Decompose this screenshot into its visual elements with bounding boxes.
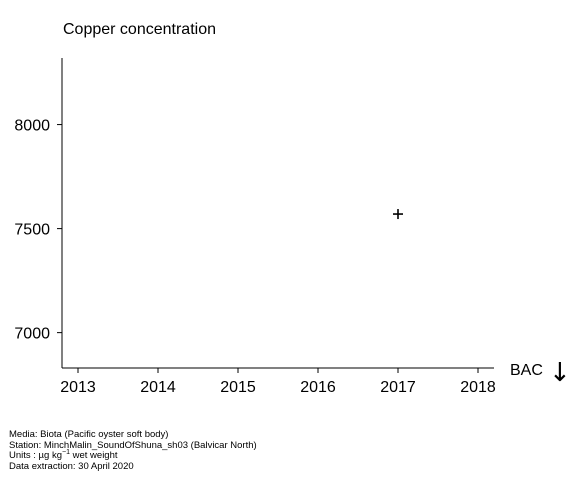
x-tick-label: 2014: [140, 379, 176, 396]
units-exponent: −1: [62, 449, 70, 456]
y-tick-label: 7500: [14, 222, 50, 239]
x-tick-label: 2018: [460, 379, 496, 396]
units-suffix: wet weight: [69, 450, 118, 461]
assessment-arrow-icon: ↓: [549, 358, 571, 388]
x-tick-label: 2016: [300, 379, 336, 396]
units-prefix: Units : µg kg: [9, 450, 62, 461]
footer-units: Units : µg kg−1 wet weight: [9, 449, 257, 462]
x-tick-label: 2017: [380, 379, 416, 396]
footer-extraction: Data extraction: 30 April 2020: [9, 460, 134, 472]
assessment-label: BAC: [510, 362, 543, 379]
data-point: [393, 209, 403, 220]
axes: 2013 2014 2015 2016 2017 2018 7000 7500 8000: [14, 58, 496, 396]
x-tick-label: 2015: [220, 379, 256, 396]
x-tick-label: 2013: [60, 379, 96, 396]
data-points: [393, 209, 403, 220]
footer: Media: Biota (Pacific oyster soft body) …: [9, 429, 257, 472]
footer-station: Station: MinchMalin_SoundOfShuna_sh03 (B…: [9, 439, 257, 451]
y-tick-label: 7000: [14, 326, 50, 343]
y-tick-label: 8000: [14, 118, 50, 135]
chart-title: Copper concentration: [63, 21, 216, 38]
footer-media: Media: Biota (Pacific oyster soft body): [9, 429, 169, 440]
